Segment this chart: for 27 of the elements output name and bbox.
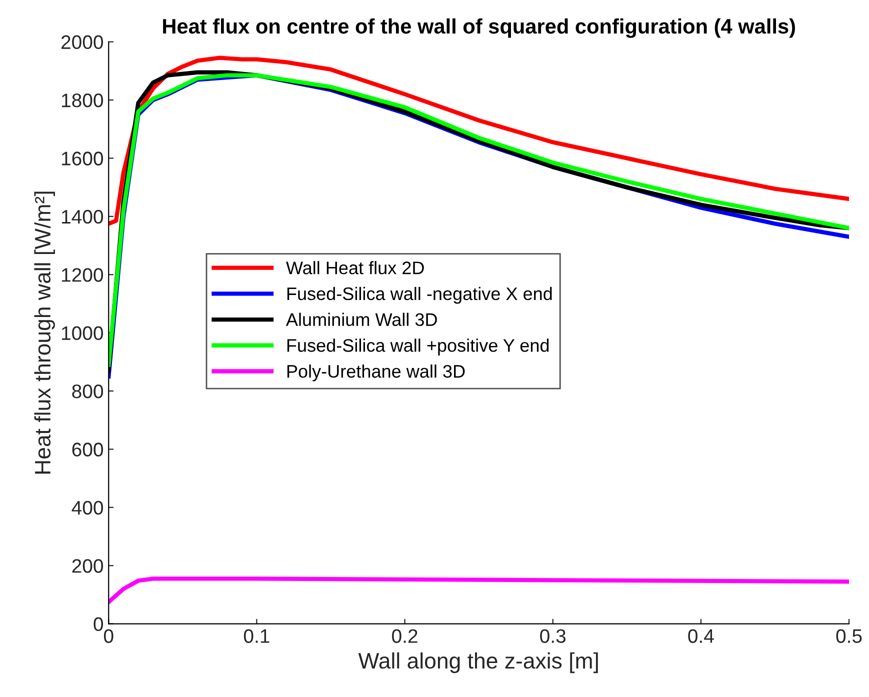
legend-label: Fused-Silica wall +positive Y end <box>287 338 549 356</box>
y-tick-label: 200 <box>72 559 104 573</box>
legend-label: Fused-Silica wall -negative X end <box>287 286 552 304</box>
x-tick-label: 0.2 <box>392 629 418 643</box>
y-tick-label: 1400 <box>62 210 104 224</box>
y-tick-label: 1600 <box>62 152 104 166</box>
line-series <box>108 56 850 226</box>
x-tick-label: 0.1 <box>244 629 270 643</box>
line-series <box>108 576 850 604</box>
legend-label: Poly-Urethane wall 3D <box>287 364 465 382</box>
y-tick-label: 0 <box>94 617 104 632</box>
y-tick-label: 1000 <box>62 326 104 340</box>
y-tick-label: 1800 <box>62 93 104 108</box>
x-axis-title: Wall along the z-axis [m] <box>358 652 598 674</box>
chart-title: Heat flux on centre of the wall of squared configuration (4 walls) <box>163 18 795 38</box>
y-axis-title: Heat flux through wall [W/m²] <box>34 192 55 474</box>
y-tick-label: 800 <box>72 384 104 398</box>
y-tick-label: 400 <box>72 500 104 515</box>
y-tick-label: 2000 <box>61 35 104 50</box>
x-tick-label: 0 <box>104 629 114 643</box>
x-tick-label: 0.3 <box>540 629 566 643</box>
x-tick-label: 0.5 <box>836 629 862 643</box>
y-tick-label: 1200 <box>62 268 104 282</box>
legend-label: Wall Heat flux 2D <box>286 261 424 274</box>
legend-label: Aluminium Wall 3D <box>286 312 437 326</box>
y-tick-label: 600 <box>72 442 104 456</box>
x-tick-label: 0.4 <box>688 629 714 643</box>
